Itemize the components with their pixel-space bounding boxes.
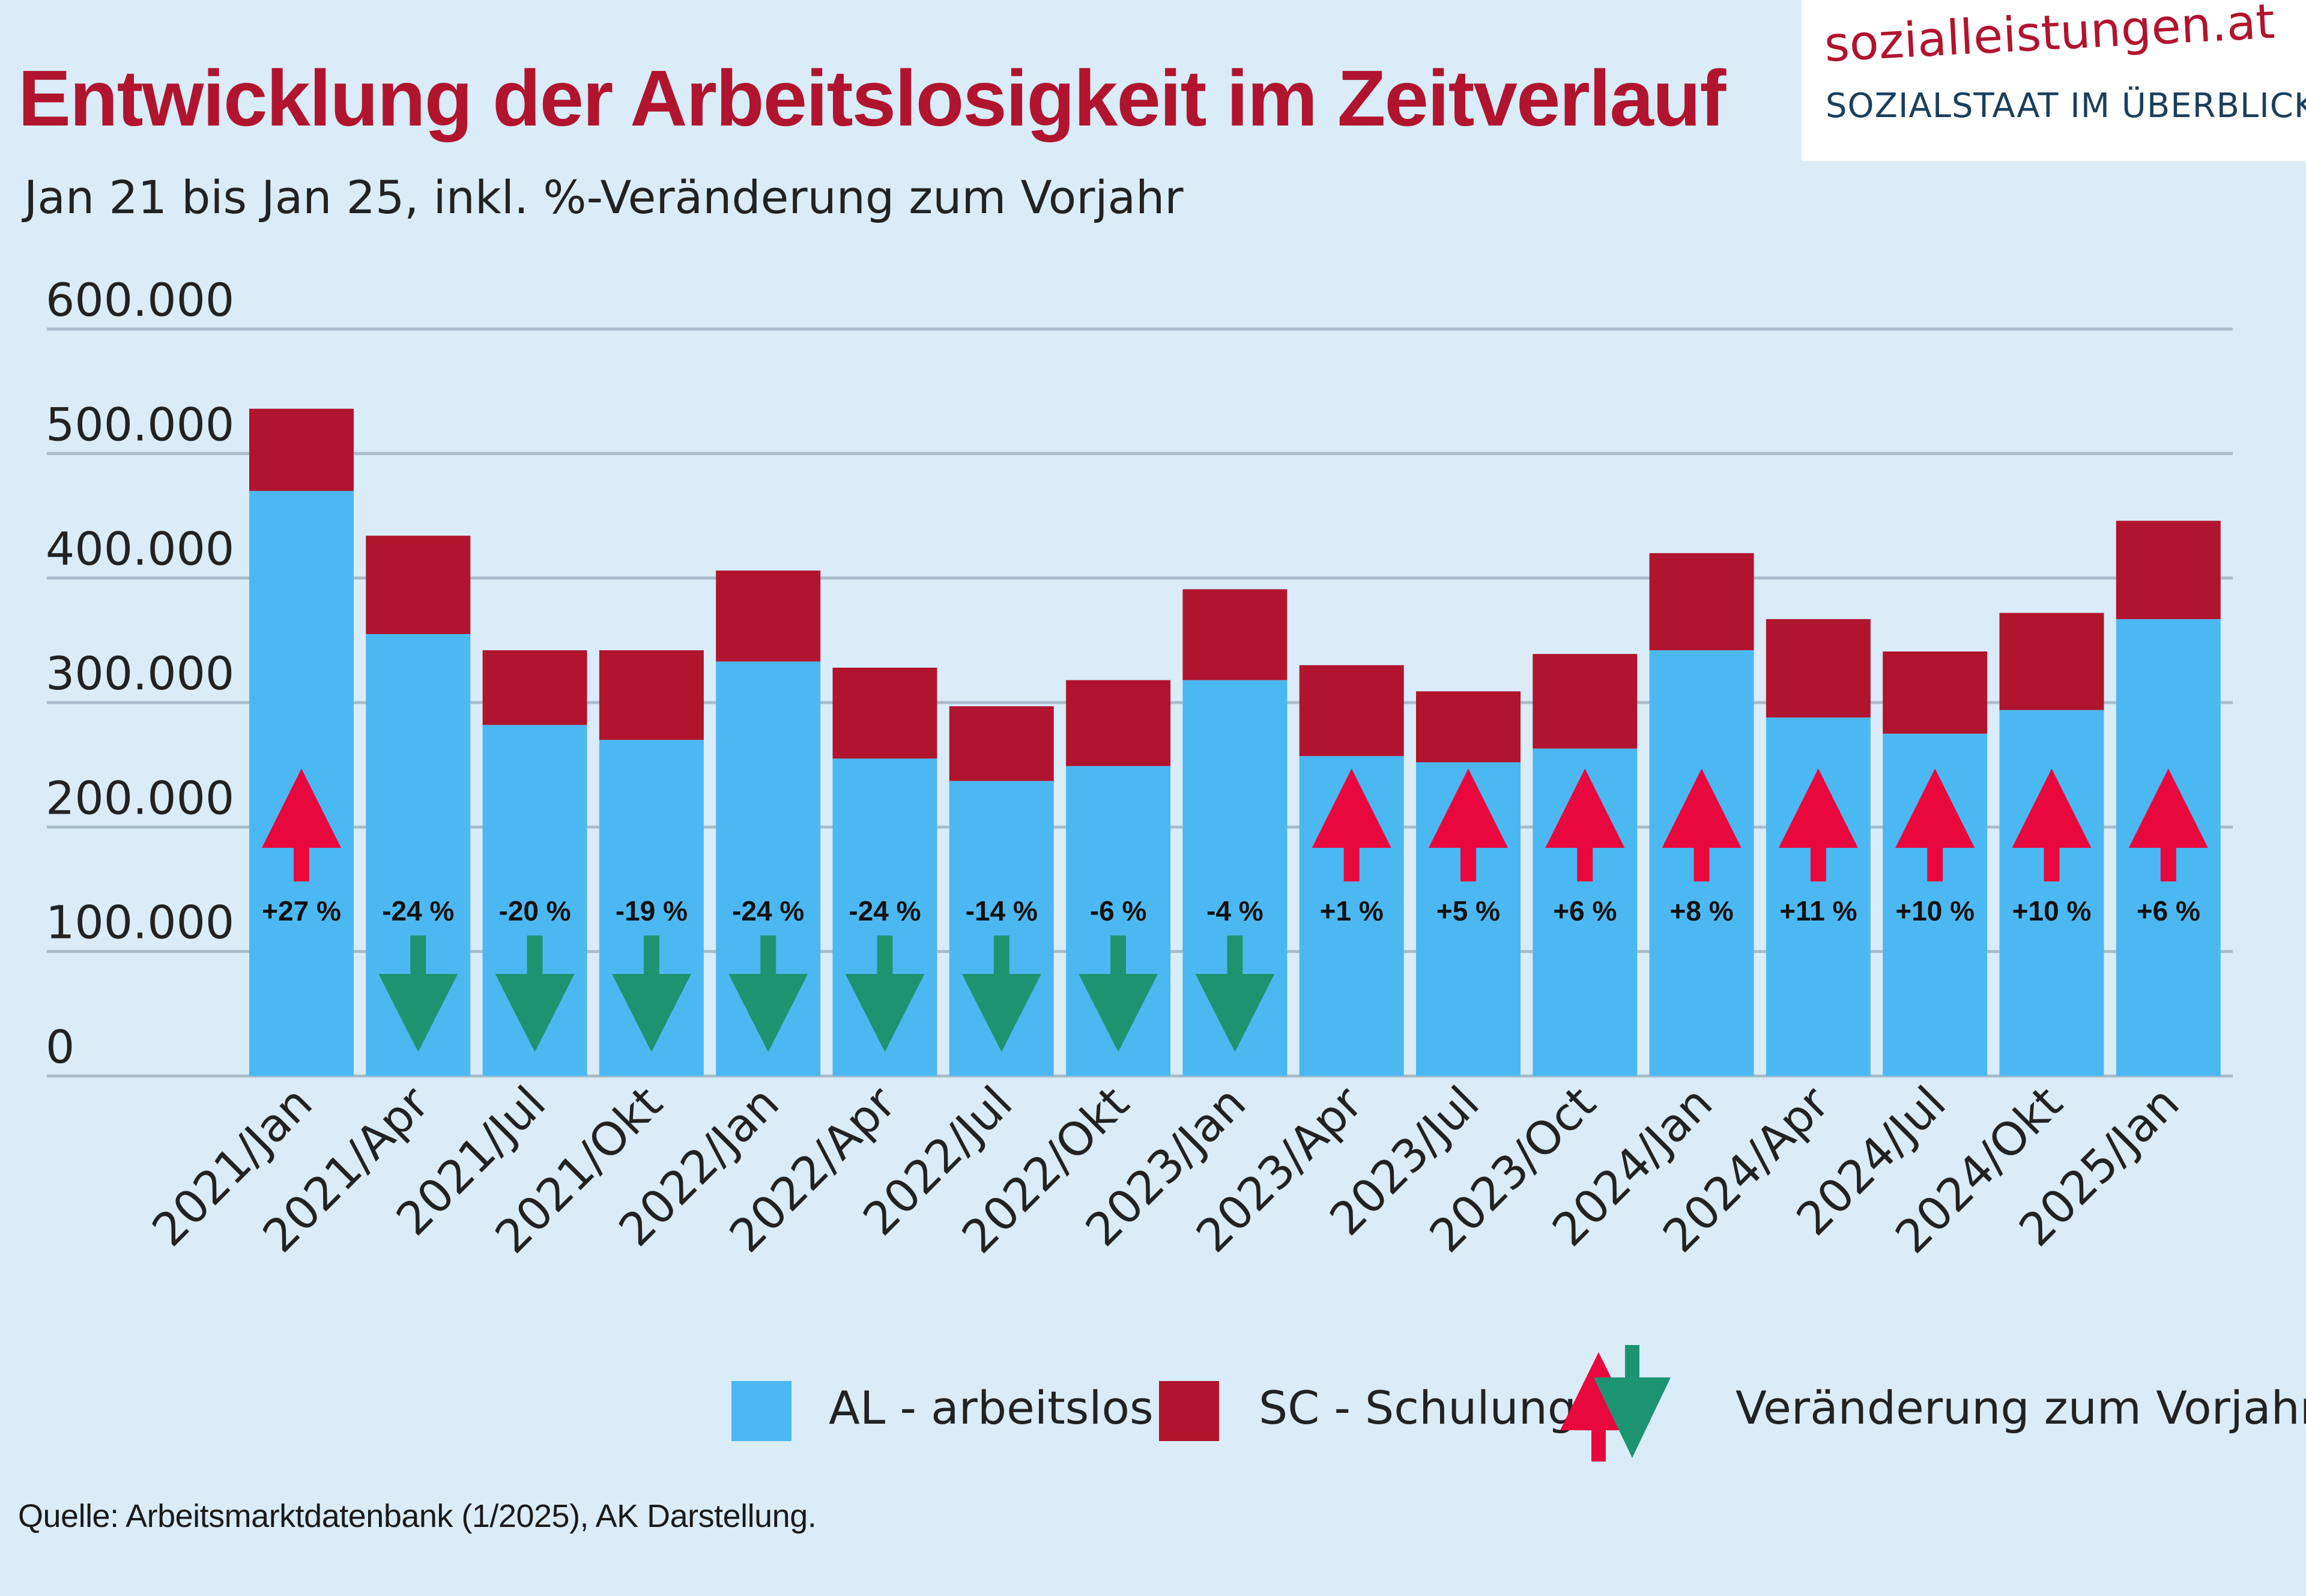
logo-tagline: SOZIALSTAAT IM ÜBERBLICK xyxy=(1826,86,2306,125)
source-note: Quelle: Arbeitsmarktdatenbank (1/2025), … xyxy=(18,1498,817,1534)
change-label: +5 % xyxy=(1436,895,1500,926)
change-label: -24 % xyxy=(849,895,921,926)
bar-sc xyxy=(949,706,1054,781)
bar-sc xyxy=(832,667,937,759)
change-label: +11 % xyxy=(1779,895,1857,926)
legend-swatch-sc xyxy=(1159,1381,1219,1441)
up-arrow-icon xyxy=(1545,769,1625,881)
bar-sc xyxy=(1883,651,1988,734)
bar-sc xyxy=(716,570,821,662)
down-arrow-icon xyxy=(1195,936,1275,1052)
bar-sc xyxy=(1066,680,1171,766)
down-arrow-icon xyxy=(728,936,808,1052)
change-label: -20 % xyxy=(499,895,571,926)
y-tick-label: 100.000 xyxy=(46,896,234,949)
up-arrow-icon xyxy=(1312,769,1391,881)
bar-chart: 0 100.000 200.000 300.000 400.000 500.000 600.… xyxy=(46,273,2233,1263)
legend-label-al: AL - arbeitslos xyxy=(829,1381,1154,1434)
y-tick-label: 600.000 xyxy=(46,273,234,327)
y-tick-label: 300.000 xyxy=(46,647,234,700)
bar-sc xyxy=(249,408,354,491)
legend: AL - arbeitslos SC - Schulung Veränderun… xyxy=(731,1345,2306,1477)
down-arrow-icon xyxy=(495,936,575,1052)
bar-al xyxy=(1999,710,2104,1076)
up-arrow-icon xyxy=(1662,769,1742,881)
logo[interactable]: sozialleistungen.at SOZIALSTAAT IM ÜBERB… xyxy=(1802,0,2306,161)
change-label: +1 % xyxy=(1320,895,1384,926)
change-label: -14 % xyxy=(966,895,1038,926)
legend-label-change: Veränderung zum Vorjahr xyxy=(1736,1381,2306,1434)
bar-sc xyxy=(1416,691,1521,763)
down-arrow-icon xyxy=(845,936,925,1052)
bar-sc xyxy=(1182,589,1288,680)
change-label: -19 % xyxy=(616,895,688,926)
y-axis-ticks: 0 100.000 200.000 300.000 400.000 500.000 600.… xyxy=(46,273,234,1074)
y-tick-label: 200.000 xyxy=(46,771,234,824)
change-label: +6 % xyxy=(2137,895,2200,926)
legend-label-sc: SC - Schulung xyxy=(1259,1381,1577,1434)
bar-sc xyxy=(1649,553,1754,650)
x-axis-ticks: 2021/Jan2021/Apr2021/Jul2021/Okt2022/Jan… xyxy=(142,1075,2189,1263)
up-arrow-icon xyxy=(2012,769,2092,881)
change-label: +10 % xyxy=(1895,895,1975,926)
legend-swatch-al xyxy=(731,1381,791,1441)
up-arrow-icon xyxy=(1429,769,1508,881)
bar-sc xyxy=(366,536,471,634)
y-tick-label: 400.000 xyxy=(46,522,234,576)
down-arrow-icon xyxy=(961,936,1041,1052)
legend-arrows xyxy=(1560,1345,1671,1461)
legend-down-arrow-icon xyxy=(1594,1345,1671,1458)
legend-up-arrow-icon xyxy=(1560,1352,1637,1461)
change-label: -4 % xyxy=(1206,895,1263,926)
up-arrow-icon xyxy=(1778,769,1858,881)
bar-sc xyxy=(599,650,704,740)
bar-sc xyxy=(2116,521,2221,620)
bar-sc xyxy=(1533,654,1638,749)
change-label: +27 % xyxy=(262,895,341,926)
bar-sc xyxy=(1299,665,1404,757)
y-tick-label: 0 xyxy=(46,1020,74,1074)
bar-sc xyxy=(1766,619,1871,718)
y-tick-label: 500.000 xyxy=(46,397,234,451)
chart-subtitle: Jan 21 bis Jan 25, inkl. %-Veränderung z… xyxy=(24,171,1184,224)
change-label: -6 % xyxy=(1090,895,1147,926)
change-label: +8 % xyxy=(1670,895,1734,926)
change-indicators: +27 % -24 % -20 % -19 % -24 % -24 % -14 % -6 % -… xyxy=(262,769,2208,1052)
chart-title: Entwicklung der Arbeitslosigkeit im Zeit… xyxy=(18,54,1726,142)
change-label: +10 % xyxy=(2012,895,2092,926)
up-arrow-icon xyxy=(262,769,341,881)
change-label: -24 % xyxy=(732,895,804,926)
change-label: +6 % xyxy=(1553,895,1617,926)
change-label: -24 % xyxy=(382,895,454,926)
bar-sc xyxy=(482,650,587,725)
bar-sc xyxy=(1999,612,2104,710)
down-arrow-icon xyxy=(611,936,691,1052)
up-arrow-icon xyxy=(2128,769,2208,881)
up-arrow-icon xyxy=(1895,769,1975,881)
down-arrow-icon xyxy=(378,936,458,1052)
down-arrow-icon xyxy=(1079,936,1158,1052)
